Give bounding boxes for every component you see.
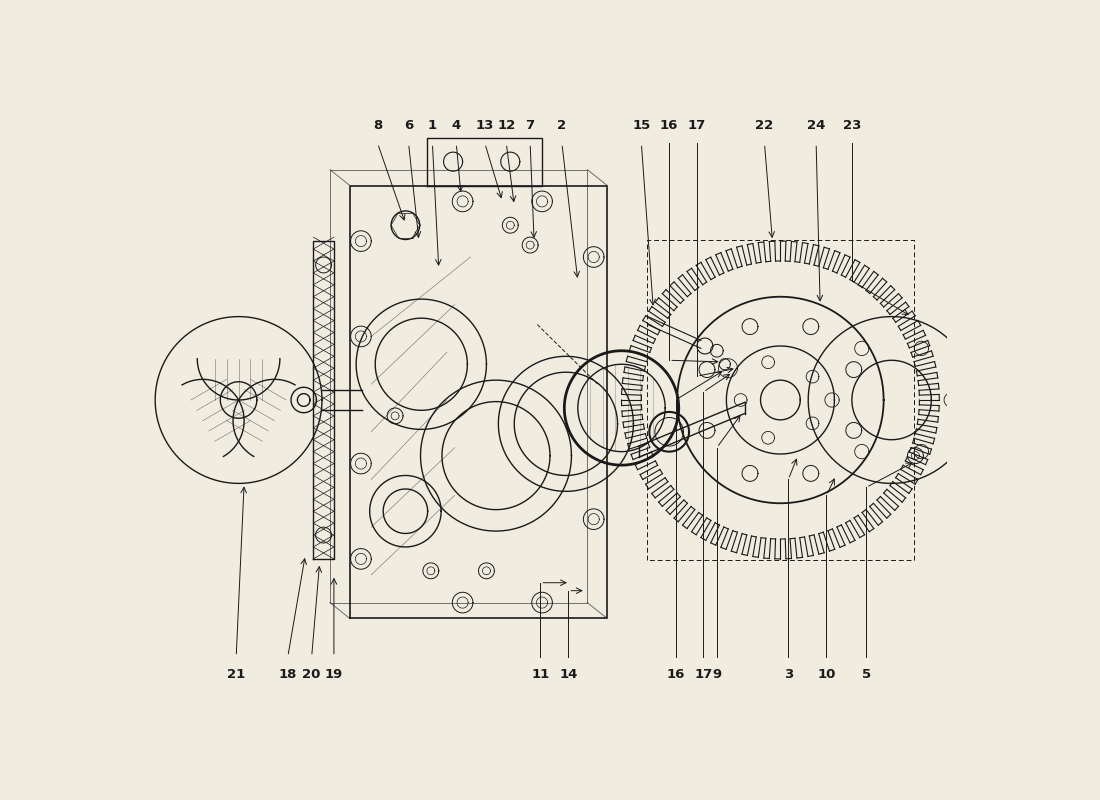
Text: 18: 18 <box>278 667 297 681</box>
Text: 2: 2 <box>558 119 566 133</box>
Text: 16: 16 <box>660 119 679 133</box>
Text: 20: 20 <box>302 667 321 681</box>
Text: 9: 9 <box>713 667 722 681</box>
Text: 19: 19 <box>324 667 343 681</box>
Text: 4: 4 <box>452 119 461 133</box>
Text: 14: 14 <box>559 667 578 681</box>
Text: 7: 7 <box>526 119 535 133</box>
Text: 15: 15 <box>632 119 650 133</box>
Text: 3: 3 <box>783 667 793 681</box>
Text: 11: 11 <box>531 667 550 681</box>
Text: 8: 8 <box>373 119 382 133</box>
Text: 1: 1 <box>428 119 437 133</box>
Text: 23: 23 <box>843 119 861 133</box>
Text: 17: 17 <box>694 667 713 681</box>
Text: 16: 16 <box>667 667 684 681</box>
Text: 12: 12 <box>497 119 516 133</box>
Text: 5: 5 <box>861 667 871 681</box>
Text: 22: 22 <box>756 119 773 133</box>
Text: 10: 10 <box>817 667 836 681</box>
Text: 24: 24 <box>807 119 825 133</box>
Text: 13: 13 <box>475 119 494 133</box>
Text: 21: 21 <box>227 667 245 681</box>
Text: 17: 17 <box>688 119 706 133</box>
Text: 6: 6 <box>404 119 414 133</box>
